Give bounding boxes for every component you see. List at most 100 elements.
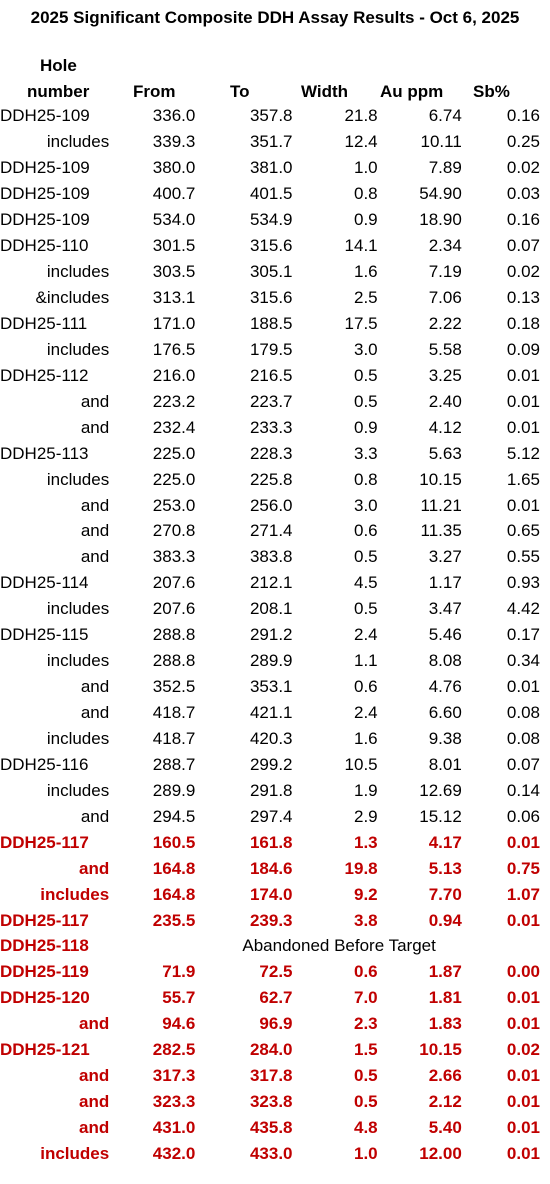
table-row: DDH25-112 216.0 216.5 0.5 3.25 0.01 (0, 362, 550, 388)
hole-number-cell: includes (40, 1143, 110, 1163)
table-row: and 223.2 223.7 0.5 2.40 0.01 (0, 388, 550, 414)
from-cell: 207.6 (152, 599, 196, 619)
table-row: DDH25-115 288.8 291.2 2.4 5.46 0.17 (0, 622, 550, 648)
au-ppm-cell: 10.11 (420, 132, 462, 152)
sb-percent-cell: 0.08 (506, 703, 540, 723)
hole-number-cell: &includes (35, 288, 110, 308)
table-row: and 352.5 353.1 0.6 4.76 0.01 (0, 674, 550, 700)
au-ppm-cell: 54.90 (419, 184, 462, 204)
to-cell: 534.9 (249, 210, 293, 230)
to-cell: 271.4 (249, 521, 293, 541)
sb-percent-cell: 0.03 (506, 184, 540, 204)
to-cell: 72.5 (259, 962, 293, 982)
from-cell: 418.7 (152, 703, 196, 723)
width-cell: 2.4 (354, 625, 378, 645)
to-cell: 323.8 (249, 1092, 293, 1112)
table-row: includes 164.8 174.0 9.2 7.70 1.07 (0, 881, 550, 907)
table-row: DDH25-118 Abandoned Before Target (0, 933, 550, 959)
sb-percent-cell: 0.01 (506, 832, 540, 852)
table-row: DDH25-110 301.5 315.6 14.1 2.34 0.07 (0, 233, 550, 259)
width-cell: 17.5 (344, 313, 378, 333)
from-cell: 383.3 (152, 547, 196, 567)
hole-number-cell: includes (46, 339, 110, 359)
sb-percent-cell: 0.18 (506, 313, 540, 333)
header-sb-percent: Sb% (473, 82, 510, 101)
hole-number-cell: DDH25-117 (0, 832, 89, 852)
from-cell: 235.5 (152, 910, 196, 930)
width-cell: 10.5 (344, 754, 378, 774)
from-cell: 232.4 (152, 417, 196, 437)
from-cell: 432.0 (152, 1143, 196, 1163)
width-cell: 1.6 (354, 728, 378, 748)
width-cell: 1.0 (354, 1143, 378, 1163)
sb-percent-cell: 0.01 (506, 677, 540, 697)
au-ppm-cell: 2.40 (428, 391, 462, 411)
au-ppm-cell: 5.46 (428, 625, 462, 645)
hole-number-cell: and (78, 1118, 110, 1138)
table-row: DDH25-109 400.7 401.5 0.8 54.90 0.03 (0, 181, 550, 207)
hole-number-cell: and (80, 806, 110, 826)
au-ppm-cell: 1.87 (428, 962, 462, 982)
width-cell: 3.0 (354, 495, 378, 515)
to-cell: 381.0 (249, 158, 293, 178)
hole-number-cell: and (80, 703, 110, 723)
table-row: includes 176.5 179.5 3.0 5.58 0.09 (0, 336, 550, 362)
from-cell: 380.0 (152, 158, 196, 178)
sb-percent-cell: 0.14 (506, 780, 540, 800)
to-cell: 357.8 (249, 106, 293, 126)
hole-number-cell: DDH25-110 (0, 236, 89, 256)
table-row: DDH25-109 534.0 534.9 0.9 18.90 0.16 (0, 207, 550, 233)
hole-number-cell: includes (46, 599, 110, 619)
width-cell: 0.8 (354, 184, 378, 204)
au-ppm-cell: 5.13 (428, 858, 462, 878)
to-cell: 184.6 (249, 858, 293, 878)
from-cell: 303.5 (152, 262, 196, 282)
table-row: DDH25-111 171.0 188.5 17.5 2.22 0.18 (0, 311, 550, 337)
hole-number-cell: DDH25-117 (0, 910, 89, 930)
from-cell: 352.5 (152, 677, 196, 697)
sb-percent-cell: 0.55 (506, 547, 540, 567)
width-cell: 0.6 (354, 962, 378, 982)
width-cell: 19.8 (344, 858, 378, 878)
from-cell: 216.0 (152, 365, 196, 385)
hole-number-cell: and (80, 521, 110, 541)
to-cell: 433.0 (249, 1143, 293, 1163)
to-cell: 188.5 (249, 313, 293, 333)
table-row: DDH25-109 336.0 357.8 21.8 6.74 0.16 (0, 103, 550, 129)
sb-percent-cell: 1.65 (506, 469, 540, 489)
from-cell: 317.3 (152, 1066, 196, 1086)
hole-number-cell: includes (46, 132, 110, 152)
table-row: and 232.4 233.3 0.9 4.12 0.01 (0, 414, 550, 440)
width-cell: 3.8 (354, 910, 378, 930)
hole-number-cell: DDH25-109 (0, 210, 90, 230)
to-cell: 420.3 (249, 728, 293, 748)
table-row: DDH25-117 235.5 239.3 3.8 0.94 0.01 (0, 907, 550, 933)
to-cell: 233.3 (249, 417, 293, 437)
table-row: includes 207.6 208.1 0.5 3.47 4.42 (0, 596, 550, 622)
au-ppm-cell: 4.17 (428, 832, 462, 852)
table-row: &includes 313.1 315.6 2.5 7.06 0.13 (0, 285, 550, 311)
from-cell: 288.8 (152, 651, 196, 671)
sb-percent-cell: 0.06 (506, 806, 540, 826)
header-au-ppm: Au ppm (380, 82, 444, 101)
from-cell: 323.3 (152, 1092, 196, 1112)
table-row: DDH25-114 207.6 212.1 4.5 1.17 0.93 (0, 570, 550, 596)
au-ppm-cell: 5.58 (428, 339, 462, 359)
sb-percent-cell: 0.01 (506, 1118, 540, 1138)
assay-results-body: DDH25-109 336.0 357.8 21.8 6.74 0.16 includes 3… (0, 103, 550, 1166)
sb-percent-cell: 0.07 (506, 236, 540, 256)
table-row: and 317.3 317.8 0.5 2.66 0.01 (0, 1063, 550, 1089)
table-row: DDH25-113 225.0 228.3 3.3 5.63 5.12 (0, 440, 550, 466)
table-row: DDH25-116 288.7 299.2 10.5 8.01 0.07 (0, 751, 550, 777)
to-cell: 161.8 (249, 832, 293, 852)
hole-number-cell: DDH25-121 (0, 1040, 90, 1060)
table-row: DDH25-109 380.0 381.0 1.0 7.89 0.02 (0, 155, 550, 181)
table-row: and 94.6 96.9 2.3 1.83 0.01 (0, 1011, 550, 1037)
width-cell: 0.8 (354, 469, 378, 489)
table-row: and 418.7 421.1 2.4 6.60 0.08 (0, 700, 550, 726)
width-cell: 9.2 (354, 884, 378, 904)
width-cell: 3.0 (354, 339, 378, 359)
hole-number-cell: and (80, 677, 110, 697)
assay-results-table: DDH25-109 336.0 357.8 21.8 6.74 0.16 includes 3… (0, 103, 550, 1166)
sb-percent-cell: 5.12 (506, 443, 540, 463)
